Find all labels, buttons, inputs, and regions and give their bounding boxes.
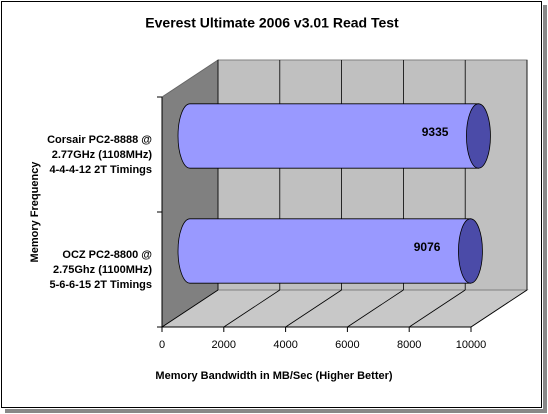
y-tick-label: OCZ PC2-8800 @ 2.75Ghz (1100MHz) 5-6-6-1… xyxy=(49,248,153,291)
floor-grid-line xyxy=(470,289,528,328)
bar-cap xyxy=(458,218,483,284)
x-tick-label: 8000 xyxy=(397,339,421,351)
x-tick-label: 6000 xyxy=(335,339,359,351)
x-tick-label: 2000 xyxy=(212,339,236,351)
side-wall xyxy=(161,59,219,328)
x-axis-label: Memory Bandwidth in MB/Sec (Higher Bette… xyxy=(155,370,392,382)
y-axis-label: Memory Frequency xyxy=(29,161,41,263)
floor-grid-line xyxy=(161,289,219,328)
bar xyxy=(177,218,471,284)
floor-grid-line xyxy=(408,289,466,328)
floor-grid-line xyxy=(285,289,342,328)
bar-cap xyxy=(466,103,491,169)
bar xyxy=(177,103,479,169)
frame-shadow xyxy=(543,5,547,411)
chart-title: Everest Ultimate 2006 v3.01 Read Test xyxy=(145,15,399,31)
floor-grid-line xyxy=(223,289,281,328)
x-tick-label: 10000 xyxy=(456,339,487,351)
x-tick-label: 4000 xyxy=(273,339,297,351)
frame-shadow xyxy=(5,409,547,413)
floor xyxy=(160,289,529,328)
value-label: 9335 xyxy=(422,125,449,139)
x-tick-label: 0 xyxy=(159,339,165,351)
value-label: 9076 xyxy=(414,240,441,254)
floor-grid-line xyxy=(347,289,404,328)
y-tick-label: Corsair PC2-8888 @ 2.77GHz (1108MHz) 4-4… xyxy=(47,133,152,176)
